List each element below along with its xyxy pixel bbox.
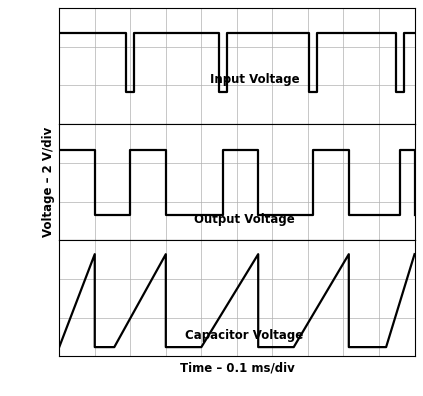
Text: Output Voltage: Output Voltage — [194, 213, 294, 226]
Text: Capacitor Voltage: Capacitor Voltage — [185, 329, 303, 342]
Y-axis label: Voltage – 2 V/div: Voltage – 2 V/div — [42, 127, 55, 237]
Text: Input Voltage: Input Voltage — [210, 73, 299, 86]
X-axis label: Time – 0.1 ms/div: Time – 0.1 ms/div — [179, 362, 294, 375]
